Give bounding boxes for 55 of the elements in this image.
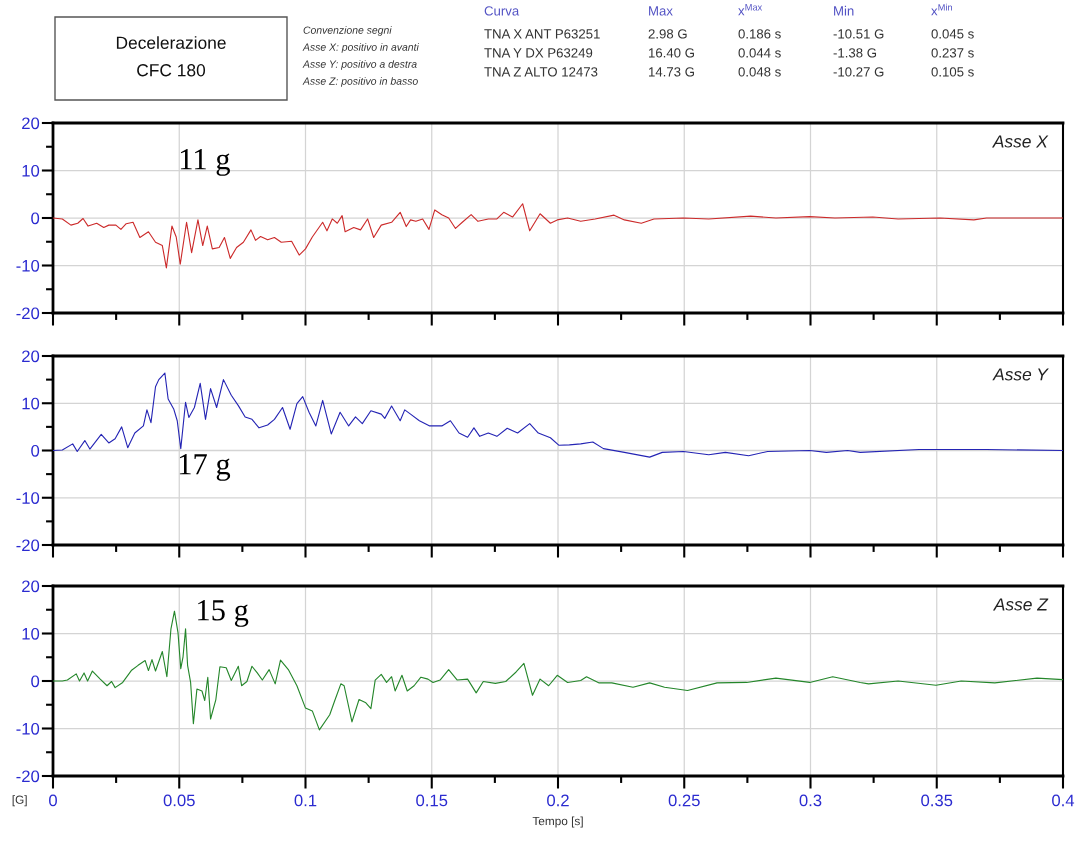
y-tick-label: 0	[31, 675, 40, 688]
y-tick-label: 10	[22, 164, 40, 177]
y-tick-label: -20	[16, 539, 40, 552]
text: 16.40 G	[649, 48, 694, 58]
x-tick-label: 0.1	[294, 794, 317, 807]
text: 0.044 s	[738, 48, 781, 58]
y-tick-label: 20	[22, 580, 40, 593]
line-series	[53, 203, 1063, 269]
text: 2.98 G	[648, 29, 687, 39]
text: 0.237 s	[931, 48, 974, 58]
text: TNA Y DX P63249	[484, 48, 593, 58]
y-tick-label: -10	[16, 722, 40, 735]
text: 0.045 s	[931, 29, 974, 39]
x-tick-label: 0.25	[668, 794, 700, 807]
y-tick-label: 0	[31, 444, 40, 457]
text: Min	[834, 5, 854, 16]
text: -1.38 G	[833, 48, 877, 58]
x-tick-label: 0.05	[163, 794, 195, 807]
text: 0.105 s	[931, 67, 974, 77]
text: x$^{Min}$	[931, 3, 952, 16]
text: Decelerazione CFC 180	[116, 36, 226, 77]
y-tick-label: -20	[16, 307, 40, 320]
y-tick-label: 10	[22, 627, 40, 640]
text: 14.73 G	[649, 67, 694, 77]
y-axis-title: [G]	[12, 795, 27, 807]
text: Asse Z	[992, 598, 1049, 611]
x-tick-label: 0.15	[416, 794, 448, 807]
text: Curva	[484, 6, 520, 16]
y-tick-label: -10	[16, 492, 40, 504]
x-tick-label: 0.2	[547, 794, 569, 807]
y-tick-label: 20	[22, 350, 40, 363]
text: TNA Z ALTO 12473	[484, 67, 598, 77]
text: TNA X ANT P63251	[484, 29, 600, 39]
annotation: 11 g	[180, 149, 230, 176]
text: Asse Y	[992, 368, 1049, 381]
y-tick-label: 0	[31, 212, 40, 225]
x-axis-title: Tempo [s]	[532, 816, 583, 828]
y-tick-label: 20	[22, 117, 40, 130]
text: 0.186 s	[738, 29, 781, 39]
x-tick-label: 0.35	[921, 794, 953, 807]
text: -10.27 G	[833, 67, 884, 77]
x-tick-label: 0.4	[1052, 794, 1075, 807]
text: 0.048 s	[738, 67, 781, 77]
y-tick-label: -10	[16, 259, 40, 272]
y-tick-label: 10	[22, 397, 40, 410]
annotation: 15 g	[198, 600, 249, 627]
y-tick-label: -20	[16, 770, 40, 783]
text: x$^{Max}$	[738, 4, 763, 16]
text: Max	[649, 6, 673, 16]
text: Convenzione segni Asse X: positivo in avanti Asse Y: positivo a destra Asse Z: positivo in basso	[302, 26, 420, 87]
annotation: 17 g	[179, 454, 231, 481]
x-tick-label: 0	[49, 794, 57, 807]
text: Asse X	[991, 135, 1049, 148]
x-tick-label: 0.3	[799, 794, 822, 807]
text: -10.51 G	[833, 29, 884, 39]
